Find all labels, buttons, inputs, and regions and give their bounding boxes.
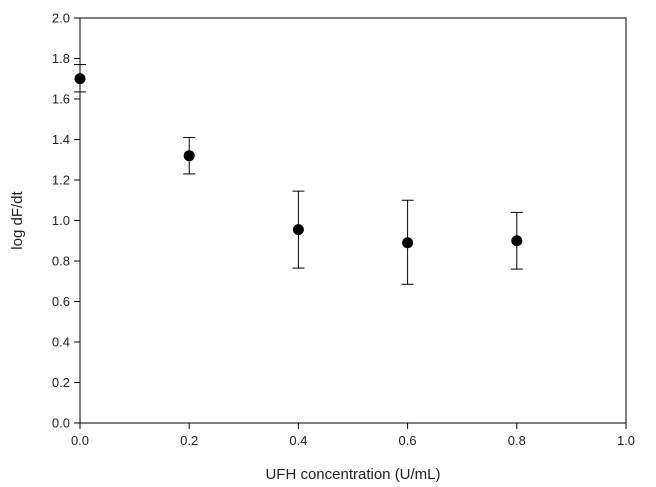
x-tick-label: 0.0 xyxy=(71,433,89,448)
data-point xyxy=(74,73,86,85)
y-tick-label: 1.2 xyxy=(52,173,70,188)
y-tick-label: 0.4 xyxy=(52,335,70,350)
data-point xyxy=(402,237,414,249)
data-point xyxy=(183,150,195,162)
ticks: 0.0 0.2 0.4 0.6 0.8 1.0 1.2 1.4 1.6 1.8 2.0 0.0 0.2 0… xyxy=(52,11,635,449)
data-point xyxy=(511,235,523,247)
x-axis-title: UFH concentration (U/mL) xyxy=(265,466,440,483)
y-tick-label: 1.8 xyxy=(52,51,70,66)
x-tick-label: 0.4 xyxy=(289,433,307,448)
data-point xyxy=(292,224,304,236)
y-tick-label: 1.4 xyxy=(52,132,70,147)
x-tick-label: 0.2 xyxy=(180,433,198,448)
y-tick-label: 0.0 xyxy=(52,416,70,431)
y-tick-label: 1.0 xyxy=(52,213,70,228)
data-layer xyxy=(74,64,523,285)
y-tick-label: 0.2 xyxy=(52,375,70,390)
plot-frame xyxy=(79,17,627,424)
axes xyxy=(79,17,627,424)
y-tick-label: 0.6 xyxy=(52,294,70,309)
x-tick-label: 0.8 xyxy=(508,433,526,448)
y-tick-label: 1.6 xyxy=(52,92,70,107)
x-tick-label: 0.6 xyxy=(399,433,417,448)
x-tick-label: 1.0 xyxy=(617,433,635,448)
y-axis-title: log dF/dt xyxy=(9,190,26,249)
y-tick-label: 2.0 xyxy=(52,11,70,26)
y-tick-label: 0.8 xyxy=(52,254,70,269)
